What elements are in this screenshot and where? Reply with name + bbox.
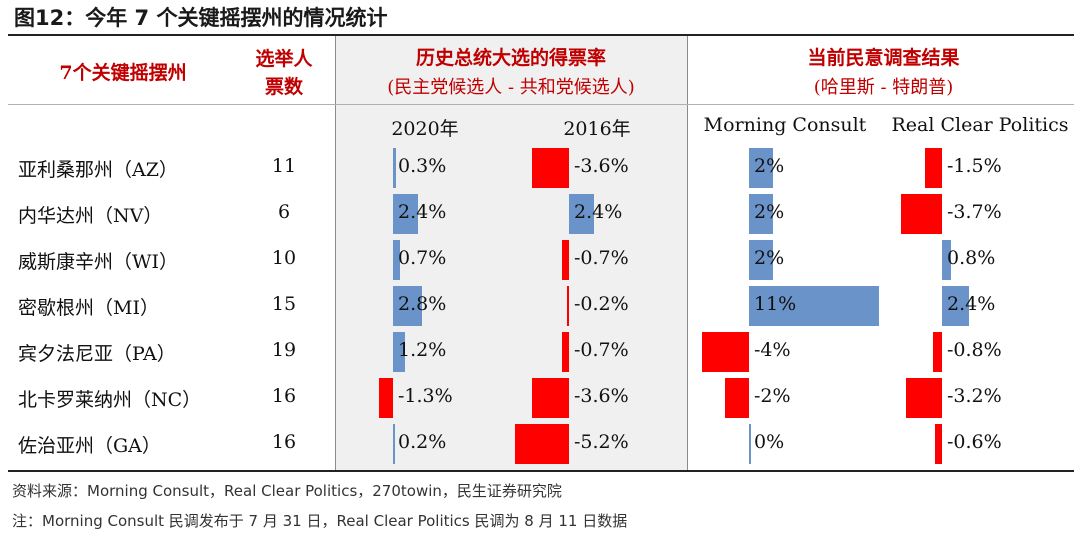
electoral-votes: 10 — [271, 247, 297, 269]
data-label-morning-consult: -2% — [754, 385, 791, 407]
bar-2020 — [393, 332, 406, 372]
table-top-rule — [8, 34, 1074, 36]
bar-morning-consult — [749, 240, 773, 280]
data-label-2020: 2.4% — [398, 201, 447, 223]
data-label-real-clear-politics: 2.4% — [947, 293, 996, 315]
bar-2016 — [531, 148, 569, 188]
bar-2016 — [515, 424, 569, 464]
data-label-2020: -1.3% — [398, 385, 453, 407]
bar-2016 — [566, 286, 569, 326]
data-label-real-clear-politics: -3.7% — [947, 201, 1002, 223]
data-label-2020: 0.7% — [398, 247, 447, 269]
data-label-2016: -3.6% — [574, 155, 629, 177]
footnote: 注：Morning Consult 民调发布于 7 月 31 日，Real Cl… — [12, 512, 628, 530]
state-label: 佐治亚州（GA） — [18, 435, 161, 457]
bar-real-clear-politics — [942, 286, 969, 326]
electoral-votes: 6 — [277, 201, 291, 223]
table-bottom-rule — [8, 470, 1074, 472]
column-header-2020: 2020年 — [391, 118, 459, 140]
bar-real-clear-politics — [900, 194, 942, 234]
data-label-2020: 2.8% — [398, 293, 447, 315]
state-label: 亚利桑那州（AZ） — [18, 159, 178, 181]
data-label-2016: -3.6% — [574, 385, 629, 407]
data-label-2016: -0.7% — [574, 247, 629, 269]
header-poll: 当前民意调查结果 — [807, 47, 960, 69]
data-label-morning-consult: 0% — [754, 431, 785, 453]
data-label-real-clear-politics: -3.2% — [947, 385, 1002, 407]
state-label: 内华达州（NV） — [18, 205, 163, 227]
bar-real-clear-politics — [942, 240, 951, 280]
header-state: 7个关键摇摆州 — [59, 62, 187, 84]
electoral-votes: 16 — [271, 431, 297, 453]
bar-2020 — [393, 424, 396, 464]
data-label-2020: 0.2% — [398, 431, 447, 453]
header-votes-line2: 票数 — [264, 76, 303, 98]
state-label: 密歇根州（MI） — [18, 297, 159, 319]
column-header-real-clear-politics: Real Clear Politics — [891, 114, 1069, 136]
data-label-2016: 2.4% — [574, 201, 623, 223]
header-poll-sub: (哈里斯 - 特朗普) — [813, 77, 954, 98]
data-label-morning-consult: 2% — [754, 155, 785, 177]
bar-morning-consult — [725, 378, 749, 418]
bar-morning-consult — [749, 194, 773, 234]
bar-real-clear-politics — [935, 424, 942, 464]
bar-2020 — [393, 148, 397, 188]
bar-2020 — [393, 240, 401, 280]
header-separator — [8, 104, 1074, 105]
bar-2020 — [393, 286, 423, 326]
data-label-2016: -0.2% — [574, 293, 629, 315]
data-label-real-clear-politics: 0.8% — [947, 247, 996, 269]
data-label-2020: 1.2% — [398, 339, 447, 361]
bar-2020 — [379, 378, 393, 418]
header-history-sub: (民主党候选人 - 共和党候选人) — [387, 77, 635, 98]
data-label-morning-consult: 2% — [754, 247, 785, 269]
bar-morning-consult — [749, 148, 773, 188]
state-label: 北卡罗莱纳州（NC） — [18, 389, 202, 411]
bar-morning-consult — [749, 424, 751, 464]
data-label-morning-consult: -4% — [754, 339, 791, 361]
column-header-morning-consult: Morning Consult — [703, 114, 867, 136]
electoral-votes: 16 — [271, 385, 297, 407]
data-label-morning-consult: 11% — [754, 293, 797, 315]
state-label: 宾夕法尼亚（PA） — [18, 343, 176, 365]
data-label-real-clear-politics: -0.8% — [947, 339, 1002, 361]
state-label: 威斯康辛州（WI） — [18, 251, 179, 273]
bar-real-clear-politics — [933, 332, 942, 372]
data-label-real-clear-politics: -1.5% — [947, 155, 1002, 177]
data-label-2016: -5.2% — [574, 431, 629, 453]
electoral-votes: 19 — [271, 339, 297, 361]
bar-morning-consult — [701, 332, 749, 372]
header-history: 历史总统大选的得票率 — [415, 47, 606, 69]
data-label-2016: -0.7% — [574, 339, 629, 361]
electoral-votes: 11 — [271, 155, 297, 177]
bar-real-clear-politics — [906, 378, 942, 418]
bar-2016 — [531, 378, 569, 418]
source-note: 资料来源：Morning Consult，Real Clear Politics… — [12, 482, 562, 500]
header-votes-line1: 选举人 — [255, 48, 313, 70]
bar-2016 — [561, 240, 569, 280]
data-label-morning-consult: 2% — [754, 201, 785, 223]
data-label-real-clear-politics: -0.6% — [947, 431, 1002, 453]
data-label-2020: 0.3% — [398, 155, 447, 177]
column-header-2016: 2016年 — [563, 118, 631, 140]
bar-2016 — [569, 194, 594, 234]
electoral-votes: 15 — [271, 293, 297, 315]
bar-morning-consult — [749, 286, 879, 326]
figure-title: 图12：今年 7 个关键摇摆州的情况统计 — [14, 6, 388, 30]
divider-history-right — [687, 36, 688, 470]
bar-2020 — [393, 194, 418, 234]
bar-2016 — [561, 332, 569, 372]
divider-history-left — [335, 36, 336, 470]
bar-real-clear-politics — [925, 148, 942, 188]
